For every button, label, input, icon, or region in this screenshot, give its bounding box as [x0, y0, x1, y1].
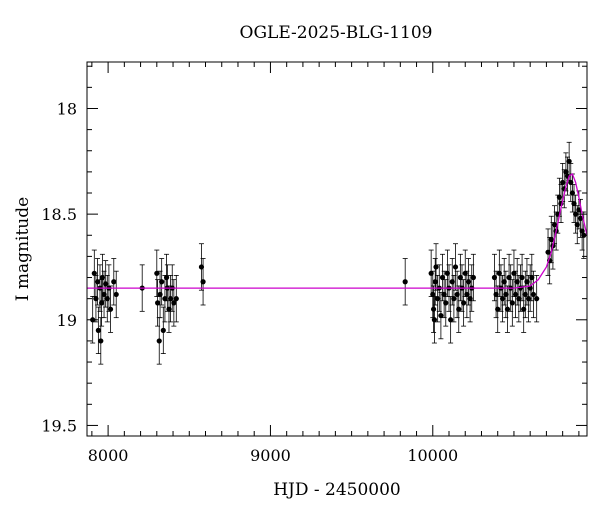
y-tick-label: 19	[57, 311, 77, 330]
data-point	[534, 275, 540, 323]
data-point	[431, 296, 438, 344]
plot-area	[86, 61, 588, 437]
model-curve	[87, 173, 588, 289]
y-tick-label: 18	[57, 99, 77, 118]
data-point	[91, 249, 97, 297]
data-point	[94, 258, 101, 306]
data-point	[200, 258, 206, 306]
x-tick-label: 8000	[88, 446, 129, 465]
x-tick-label: 9000	[250, 446, 291, 465]
data-point	[438, 291, 444, 340]
data-point	[107, 285, 114, 333]
y-tick-label: 18.5	[41, 205, 77, 224]
x-axis-label: HJD - 2450000	[273, 480, 401, 500]
y-axis-tick-labels: 18 18.5 19 19.5	[41, 99, 77, 435]
data-point	[113, 270, 119, 319]
y-tick-label: 19.5	[41, 416, 77, 435]
x-axis-tick-labels: 8000 9000 10000	[88, 446, 458, 465]
data-point	[173, 275, 179, 323]
data-point	[155, 279, 161, 327]
data-point	[171, 279, 177, 327]
data-point	[530, 270, 537, 319]
data-point	[566, 141, 572, 181]
data-point	[495, 285, 501, 333]
data-point	[504, 285, 511, 333]
plot-frame	[86, 61, 588, 437]
data-layer	[90, 141, 587, 365]
data-point	[159, 258, 165, 306]
data-point	[402, 258, 408, 306]
chart-title: OGLE-2025-BLG-1109	[240, 23, 433, 43]
data-point	[470, 253, 476, 302]
data-point	[154, 249, 160, 297]
data-point	[95, 306, 101, 354]
data-point	[163, 253, 170, 302]
data-point	[452, 243, 459, 291]
data-point	[448, 296, 454, 344]
data-point	[433, 243, 439, 291]
data-point	[99, 279, 105, 327]
data-point	[98, 317, 104, 365]
data-point	[443, 279, 449, 327]
y-axis-label: I magnitude	[13, 197, 33, 301]
data-point	[111, 258, 117, 306]
x-tick-label: 10000	[407, 446, 458, 465]
axis-ticks	[87, 62, 587, 436]
